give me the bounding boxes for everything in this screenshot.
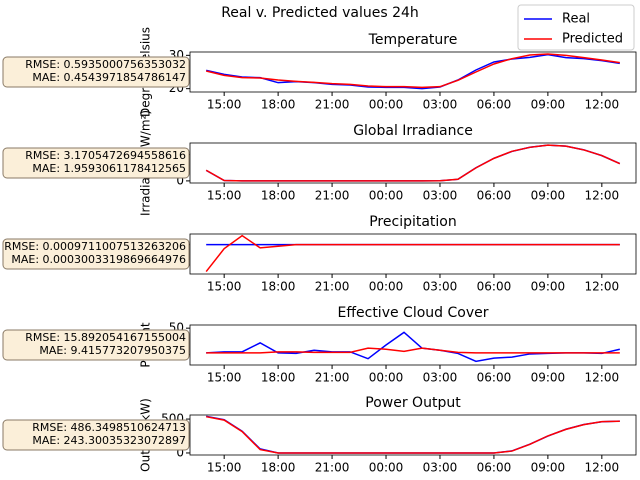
x-tick-label: 12:00 [585, 189, 620, 203]
x-tick-label: 00:00 [369, 98, 404, 112]
metrics-text: RMSE: 0.5935000756353032 [25, 58, 186, 71]
metrics-text: MAE: 0.4543971854786147 [32, 71, 186, 84]
series-line [206, 53, 620, 89]
x-tick-label: 09:00 [531, 280, 566, 294]
metrics-box [2, 329, 190, 361]
y-tick-label: 0 [176, 445, 184, 459]
subplot-title: Effective Cloud Cover [338, 305, 489, 321]
x-tick-label: 06:00 [477, 280, 512, 294]
series-line [205, 144, 621, 182]
x-tick-label: 12:00 [585, 371, 620, 385]
series-line [205, 234, 620, 273]
x-tick-label: 21:00 [315, 280, 350, 294]
x-tick-label: 15:00 [207, 280, 242, 294]
metrics-box [2, 238, 190, 270]
subplot-title: Temperature [368, 32, 458, 48]
figure-title: Real v. Predicted values 24h [221, 5, 419, 21]
series-line [206, 53, 620, 90]
metrics-text: MAE: 243.30035323072897 [32, 434, 186, 447]
x-tick-label: 15:00 [207, 98, 242, 112]
subplot-title: Power Output [365, 395, 461, 411]
x-tick-label: 00:00 [369, 189, 404, 203]
series-line [206, 331, 620, 363]
series-line [206, 415, 620, 454]
x-tick-label: 12:00 [585, 98, 620, 112]
x-tick-label: 15:00 [207, 189, 242, 203]
x-tick-label: 06:00 [477, 189, 512, 203]
series-line [206, 415, 620, 454]
x-tick-label: 09:00 [531, 371, 566, 385]
x-tick-label: 03:00 [423, 189, 458, 203]
x-tick-label: 18:00 [261, 371, 296, 385]
x-tick-label: 21:00 [315, 98, 350, 112]
x-tick-label: 03:00 [423, 461, 458, 475]
y-tick-label: 0 [176, 173, 184, 187]
x-tick-label: 00:00 [369, 280, 404, 294]
x-tick-label: 00:00 [369, 461, 404, 475]
metrics-text: RMSE: 486.3498510624713 [32, 421, 186, 434]
x-tick-label: 12:00 [585, 461, 620, 475]
x-tick-label: 03:00 [423, 371, 458, 385]
axes-frame [189, 51, 637, 93]
x-tick-label: 21:00 [315, 461, 350, 475]
x-tick-label: 09:00 [531, 461, 566, 475]
x-tick-label: 06:00 [477, 461, 512, 475]
metrics-text: RMSE: 0.0009711007513263206 [4, 240, 186, 253]
legend-label: Real [562, 12, 590, 27]
x-tick-label: 15:00 [207, 461, 242, 475]
metrics-box [2, 147, 190, 179]
x-tick-label: 09:00 [531, 98, 566, 112]
x-tick-label: 06:00 [477, 371, 512, 385]
x-tick-label: 18:00 [261, 280, 296, 294]
x-tick-label: 18:00 [261, 98, 296, 112]
series-line [206, 347, 620, 354]
x-tick-label: 00:00 [369, 371, 404, 385]
axes-frame [189, 142, 637, 184]
x-tick-label: 03:00 [423, 98, 458, 112]
metrics-box [2, 419, 190, 451]
axes-frame [189, 233, 637, 275]
metrics-text: RMSE: 15.892054167155004 [25, 331, 186, 344]
metrics-text: RMSE: 3.1705472694558616 [25, 149, 186, 162]
x-tick-label: 18:00 [261, 461, 296, 475]
metrics-text: MAE: 1.9593061178412565 [32, 162, 186, 175]
subplot-title: Precipitation [369, 214, 457, 230]
subplot-title: Global Irradiance [353, 123, 473, 139]
x-tick-label: 09:00 [531, 189, 566, 203]
axes-frame [189, 324, 637, 366]
x-tick-label: 03:00 [423, 280, 458, 294]
legend-label: Predicted [562, 32, 623, 47]
series-line [205, 144, 621, 182]
x-tick-label: 21:00 [315, 371, 350, 385]
metrics-box [2, 56, 190, 88]
x-tick-label: 12:00 [585, 280, 620, 294]
x-tick-label: 15:00 [207, 371, 242, 385]
metrics-text: MAE: 0.0003003319869664976 [11, 253, 186, 266]
axes-frame [189, 414, 637, 456]
x-tick-label: 18:00 [261, 189, 296, 203]
x-tick-label: 06:00 [477, 98, 512, 112]
metrics-text: MAE: 9.415773207950375 [39, 344, 186, 357]
x-tick-label: 21:00 [315, 189, 350, 203]
